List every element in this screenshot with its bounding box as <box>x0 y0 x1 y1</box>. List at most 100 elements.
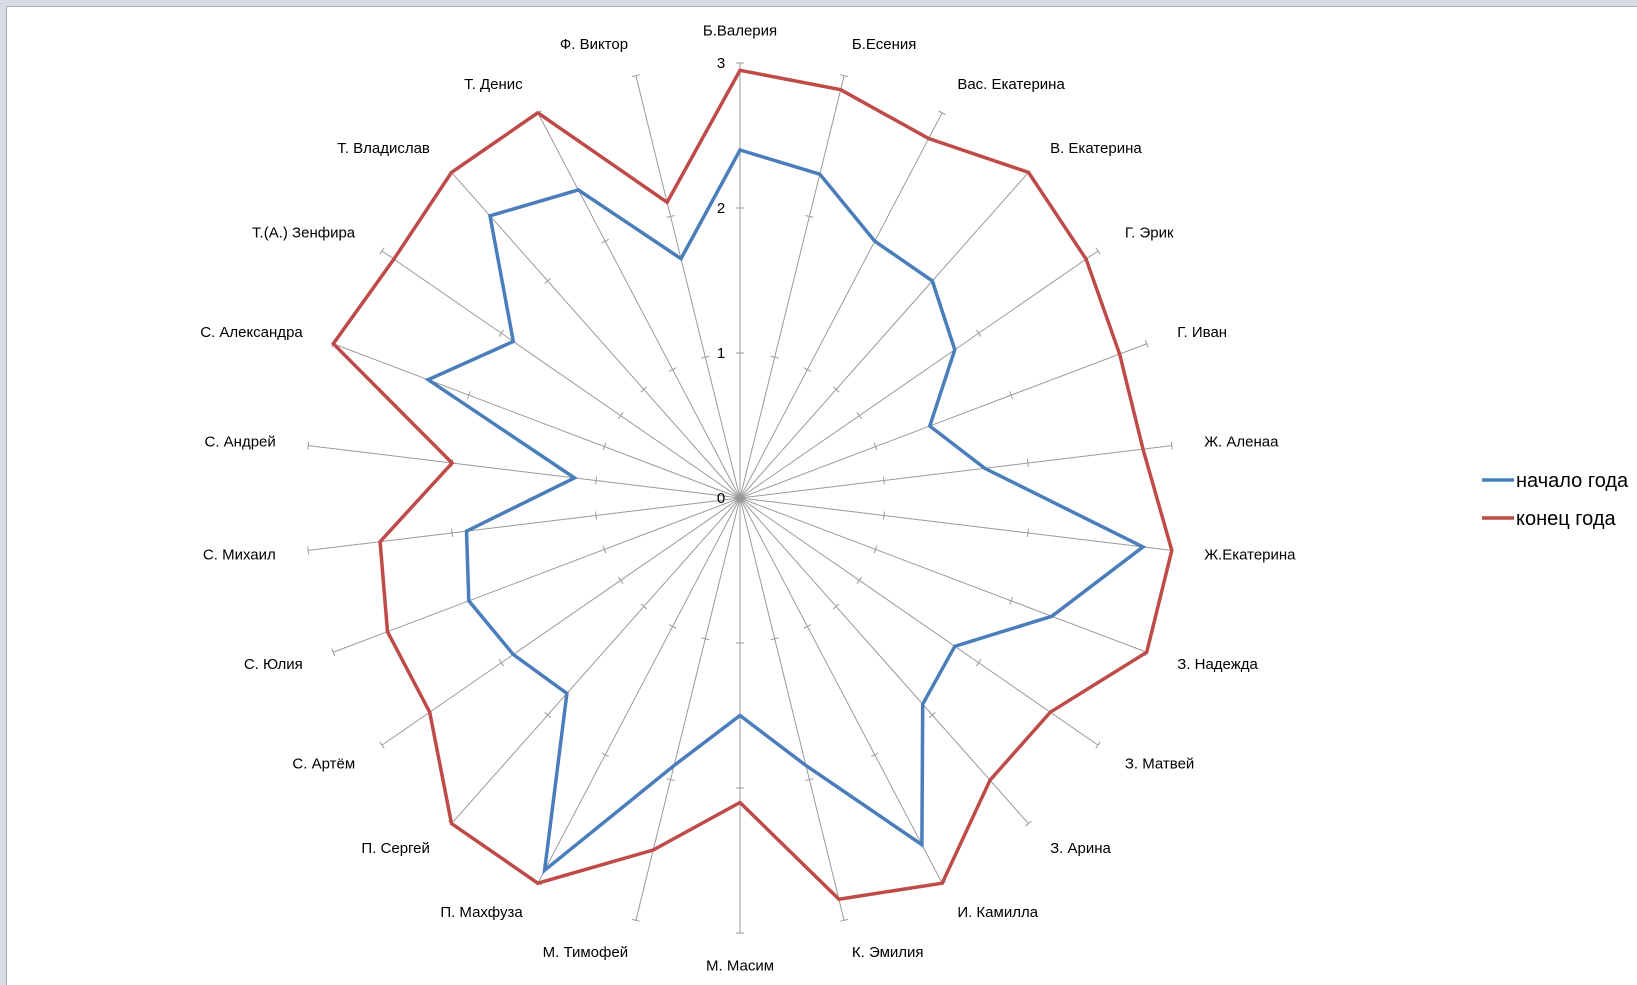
data-point <box>511 339 515 343</box>
data-point <box>576 188 580 192</box>
radar-spoke <box>739 250 1099 499</box>
data-point <box>927 137 931 141</box>
category-label: П. Сергей <box>361 840 430 857</box>
radar-tick-mark <box>640 386 648 393</box>
radar-spoke <box>537 112 741 499</box>
radar-spoke <box>333 497 741 653</box>
data-point <box>378 540 382 544</box>
radar-tick-mark <box>1170 441 1173 450</box>
data-point <box>488 214 492 218</box>
category-label: С. Александра <box>200 324 303 341</box>
radar-spoke <box>739 497 845 921</box>
data-point <box>1141 545 1145 549</box>
radar-tick-mark <box>1095 247 1101 255</box>
radar-tick-mark <box>870 752 879 758</box>
category-label: Г. Иван <box>1177 324 1227 341</box>
radar-tick-mark <box>307 546 310 555</box>
data-point <box>672 763 676 767</box>
radar-tick-mark <box>498 659 505 667</box>
data-point <box>921 702 925 706</box>
data-point <box>953 644 957 648</box>
radar-tick-mark <box>1025 820 1032 827</box>
radar-tick-mark <box>832 603 840 610</box>
data-point <box>536 111 540 115</box>
category-label: З. Надежда <box>1177 656 1258 673</box>
radar-tick-mark <box>1009 596 1014 605</box>
data-point <box>1170 548 1174 552</box>
data-point <box>1026 170 1030 174</box>
data-point <box>953 348 957 352</box>
data-point <box>465 529 469 533</box>
data-point <box>920 843 924 847</box>
radar-spoke <box>739 497 943 884</box>
r-tick-label: 0 <box>717 490 725 507</box>
data-point <box>385 630 389 634</box>
category-label: Г. Эрик <box>1125 224 1174 241</box>
data-point <box>450 822 454 826</box>
category-label: Б.Есения <box>852 36 916 53</box>
radar-tick-mark <box>805 778 814 782</box>
radar-spoke <box>537 497 741 884</box>
data-point <box>572 476 576 480</box>
radar-tick-mark <box>666 214 675 218</box>
radar-tick-mark <box>602 442 607 451</box>
radar-tick-mark <box>544 277 552 284</box>
category-label: Б.Валерия <box>703 22 777 39</box>
category-label: З. Матвей <box>1125 756 1194 773</box>
data-point <box>1141 447 1145 451</box>
category-label: М. Масим <box>706 958 774 975</box>
radar-tick-mark <box>856 576 863 584</box>
data-point <box>873 239 877 243</box>
category-label: К. Эмилия <box>852 944 924 961</box>
data-point <box>983 466 987 470</box>
data-point <box>1118 352 1122 356</box>
radar-tick-mark <box>873 442 878 451</box>
category-label: З. Арина <box>1050 840 1111 857</box>
data-point <box>837 897 841 901</box>
data-point <box>565 691 569 695</box>
radar-tick-mark <box>1026 528 1029 537</box>
data-point <box>543 868 547 872</box>
category-label: П. Махфуза <box>440 904 523 921</box>
category-label: С. Михаил <box>203 546 276 563</box>
radar-spoke <box>381 497 741 746</box>
radar-tick-mark <box>975 329 982 337</box>
radar-tick-mark <box>1095 741 1101 749</box>
radar-tick-mark <box>803 367 812 372</box>
data-point <box>450 461 454 465</box>
legend-label: конец года <box>1516 508 1616 530</box>
radar-spoke <box>739 75 845 499</box>
radar-tick-mark <box>666 778 675 782</box>
radar-spoke <box>739 497 1172 551</box>
radar-spoke <box>451 497 741 824</box>
radar-tick-mark <box>928 712 936 719</box>
data-point <box>804 763 808 767</box>
radar-tick-mark <box>331 648 336 657</box>
legend-label: начало года <box>1516 470 1629 492</box>
data-point <box>738 801 742 805</box>
radar-tick-mark <box>668 367 677 372</box>
r-tick-label: 1 <box>717 345 725 362</box>
data-point <box>392 257 396 261</box>
data-point <box>651 848 655 852</box>
category-label: Ф. Виктор <box>560 36 628 53</box>
radar-tick-mark <box>882 476 885 485</box>
data-point <box>738 68 742 72</box>
radar-tick-mark <box>466 391 471 400</box>
data-point <box>738 148 742 152</box>
data-point <box>940 881 944 885</box>
radar-spoke <box>739 497 1029 824</box>
radar-spoke <box>451 172 741 499</box>
category-label: С. Артём <box>292 756 355 773</box>
category-label: Т. Денис <box>464 76 523 93</box>
radar-tick-mark <box>840 74 849 78</box>
data-point <box>679 257 683 261</box>
radar-tick-mark <box>770 637 779 641</box>
data-point <box>426 378 430 382</box>
radar-tick-mark <box>595 476 598 485</box>
radar-spoke <box>739 497 1147 653</box>
data-point <box>331 342 335 346</box>
radar-spoke <box>739 172 1029 499</box>
series-line-2 <box>331 68 1174 902</box>
